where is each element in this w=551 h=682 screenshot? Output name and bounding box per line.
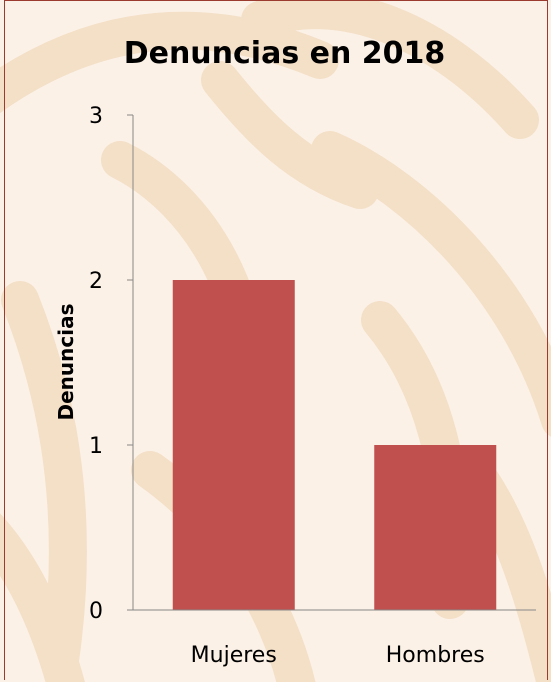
y-tick-label: 3	[89, 104, 103, 129]
y-tick-label: 0	[89, 599, 103, 624]
chart-title: Denuncias en 2018	[123, 36, 446, 71]
x-tick-label: Hombres	[386, 643, 485, 668]
bar-hombres	[374, 445, 497, 610]
y-tick-label: 1	[89, 434, 103, 459]
y-tick-label: 2	[89, 269, 103, 294]
x-tick-label: Mujeres	[191, 643, 277, 668]
bar-mujeres	[172, 280, 295, 610]
